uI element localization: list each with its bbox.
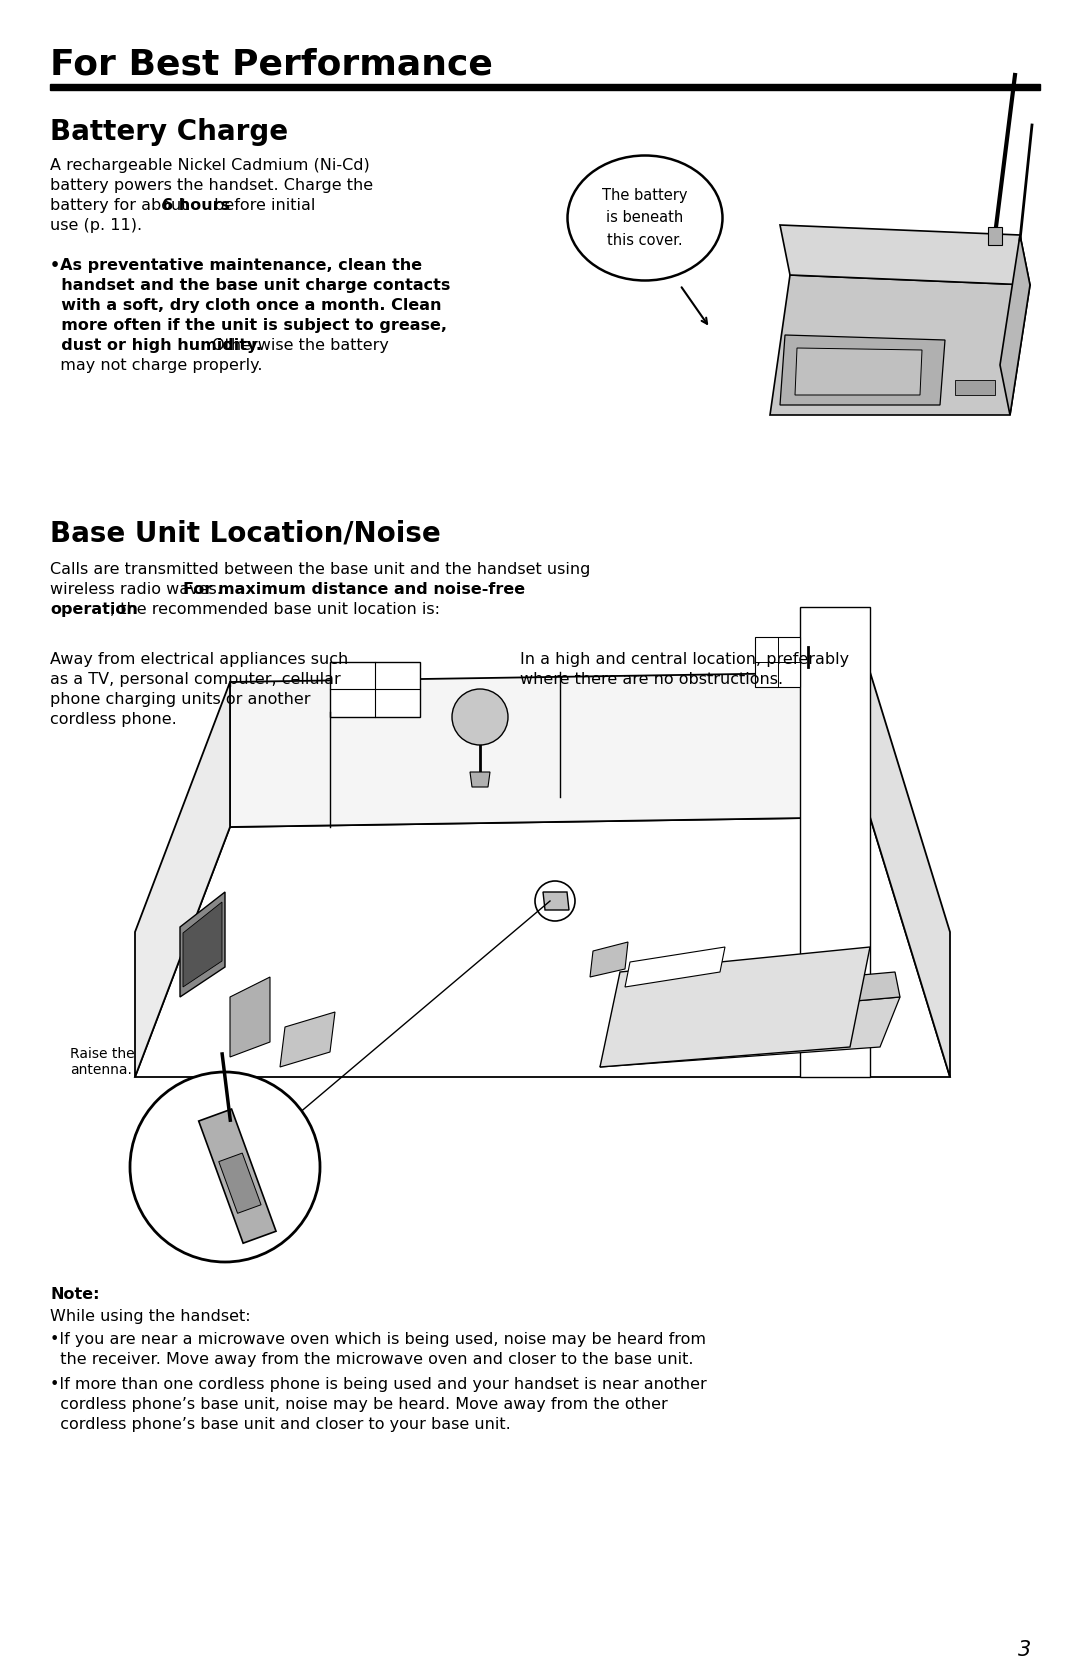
Polygon shape: [1000, 235, 1030, 416]
Text: phone charging units or another: phone charging units or another: [50, 693, 311, 708]
Bar: [988, 227, 1002, 245]
Text: operation: operation: [50, 603, 138, 618]
Text: Otherwise the battery: Otherwise the battery: [207, 339, 389, 354]
Text: In a high and central location, preferably: In a high and central location, preferab…: [519, 653, 849, 668]
Polygon shape: [199, 1110, 276, 1243]
Polygon shape: [625, 946, 725, 986]
Polygon shape: [615, 971, 900, 1021]
Bar: [955, 381, 995, 396]
Text: Raise the
antenna.: Raise the antenna.: [70, 1046, 135, 1077]
Text: cordless phone’s base unit and closer to your base unit.: cordless phone’s base unit and closer to…: [50, 1417, 511, 1432]
Text: While using the handset:: While using the handset:: [50, 1308, 251, 1324]
Bar: [50, 85, 1040, 90]
Polygon shape: [180, 891, 225, 996]
Polygon shape: [870, 673, 950, 1077]
Polygon shape: [543, 891, 569, 910]
Text: handset and the base unit charge contacts: handset and the base unit charge contact…: [50, 279, 450, 294]
Text: A rechargeable Nickel Cadmium (Ni-Cd): A rechargeable Nickel Cadmium (Ni-Cd): [50, 159, 369, 174]
Polygon shape: [230, 673, 870, 828]
Text: battery for about: battery for about: [50, 199, 192, 214]
Text: dust or high humidity.: dust or high humidity.: [50, 339, 262, 354]
Polygon shape: [590, 941, 627, 976]
Text: Battery Charge: Battery Charge: [50, 118, 288, 145]
Circle shape: [453, 689, 508, 744]
Text: cordless phone’s base unit, noise may be heard. Move away from the other: cordless phone’s base unit, noise may be…: [50, 1397, 667, 1412]
Text: where there are no obstructions.: where there are no obstructions.: [519, 673, 783, 688]
Circle shape: [130, 1071, 320, 1262]
Text: For Best Performance: For Best Performance: [50, 48, 492, 82]
Text: •As preventative maintenance, clean the: •As preventative maintenance, clean the: [50, 259, 422, 274]
Text: •If you are near a microwave oven which is being used, noise may be heard from: •If you are near a microwave oven which …: [50, 1332, 706, 1347]
Text: 3: 3: [1018, 1641, 1031, 1661]
Text: wireless radio waves.: wireless radio waves.: [50, 582, 227, 598]
Text: with a soft, dry cloth once a month. Clean: with a soft, dry cloth once a month. Cle…: [50, 299, 442, 314]
Polygon shape: [230, 976, 270, 1056]
Text: For maximum distance and noise-free: For maximum distance and noise-free: [183, 582, 525, 598]
Text: more often if the unit is subject to grease,: more often if the unit is subject to gre…: [50, 319, 447, 334]
Polygon shape: [780, 225, 1030, 285]
Polygon shape: [770, 275, 1030, 416]
Text: Note:: Note:: [50, 1287, 99, 1302]
Text: cordless phone.: cordless phone.: [50, 713, 177, 728]
Text: use (p. 11).: use (p. 11).: [50, 219, 143, 234]
Text: •If more than one cordless phone is being used and your handset is near another: •If more than one cordless phone is bein…: [50, 1377, 706, 1392]
Polygon shape: [280, 1011, 335, 1066]
Text: Calls are transmitted between the base unit and the handset using: Calls are transmitted between the base u…: [50, 562, 591, 577]
Polygon shape: [795, 349, 922, 396]
Polygon shape: [800, 608, 870, 1077]
Text: Away from electrical appliances such: Away from electrical appliances such: [50, 653, 348, 668]
Text: The battery
is beneath
this cover.: The battery is beneath this cover.: [603, 189, 688, 247]
Text: the receiver. Move away from the microwave oven and closer to the base unit.: the receiver. Move away from the microwa…: [50, 1352, 693, 1367]
Text: Base Unit Location/Noise: Base Unit Location/Noise: [50, 521, 441, 547]
Polygon shape: [470, 773, 490, 788]
Text: as a TV, personal computer, cellular: as a TV, personal computer, cellular: [50, 673, 341, 688]
Text: , the recommended base unit location is:: , the recommended base unit location is:: [110, 603, 440, 618]
Polygon shape: [330, 663, 420, 718]
Polygon shape: [755, 638, 800, 688]
Text: may not charge properly.: may not charge properly.: [50, 357, 262, 372]
Polygon shape: [219, 1153, 261, 1213]
Polygon shape: [780, 335, 945, 406]
Text: before initial: before initial: [210, 199, 315, 214]
Polygon shape: [135, 683, 230, 1077]
Ellipse shape: [567, 155, 723, 280]
Polygon shape: [600, 996, 900, 1066]
Text: 6 hours: 6 hours: [162, 199, 230, 214]
Polygon shape: [183, 901, 222, 986]
Text: battery powers the handset. Charge the: battery powers the handset. Charge the: [50, 179, 373, 194]
Polygon shape: [135, 818, 950, 1077]
Polygon shape: [600, 946, 870, 1066]
